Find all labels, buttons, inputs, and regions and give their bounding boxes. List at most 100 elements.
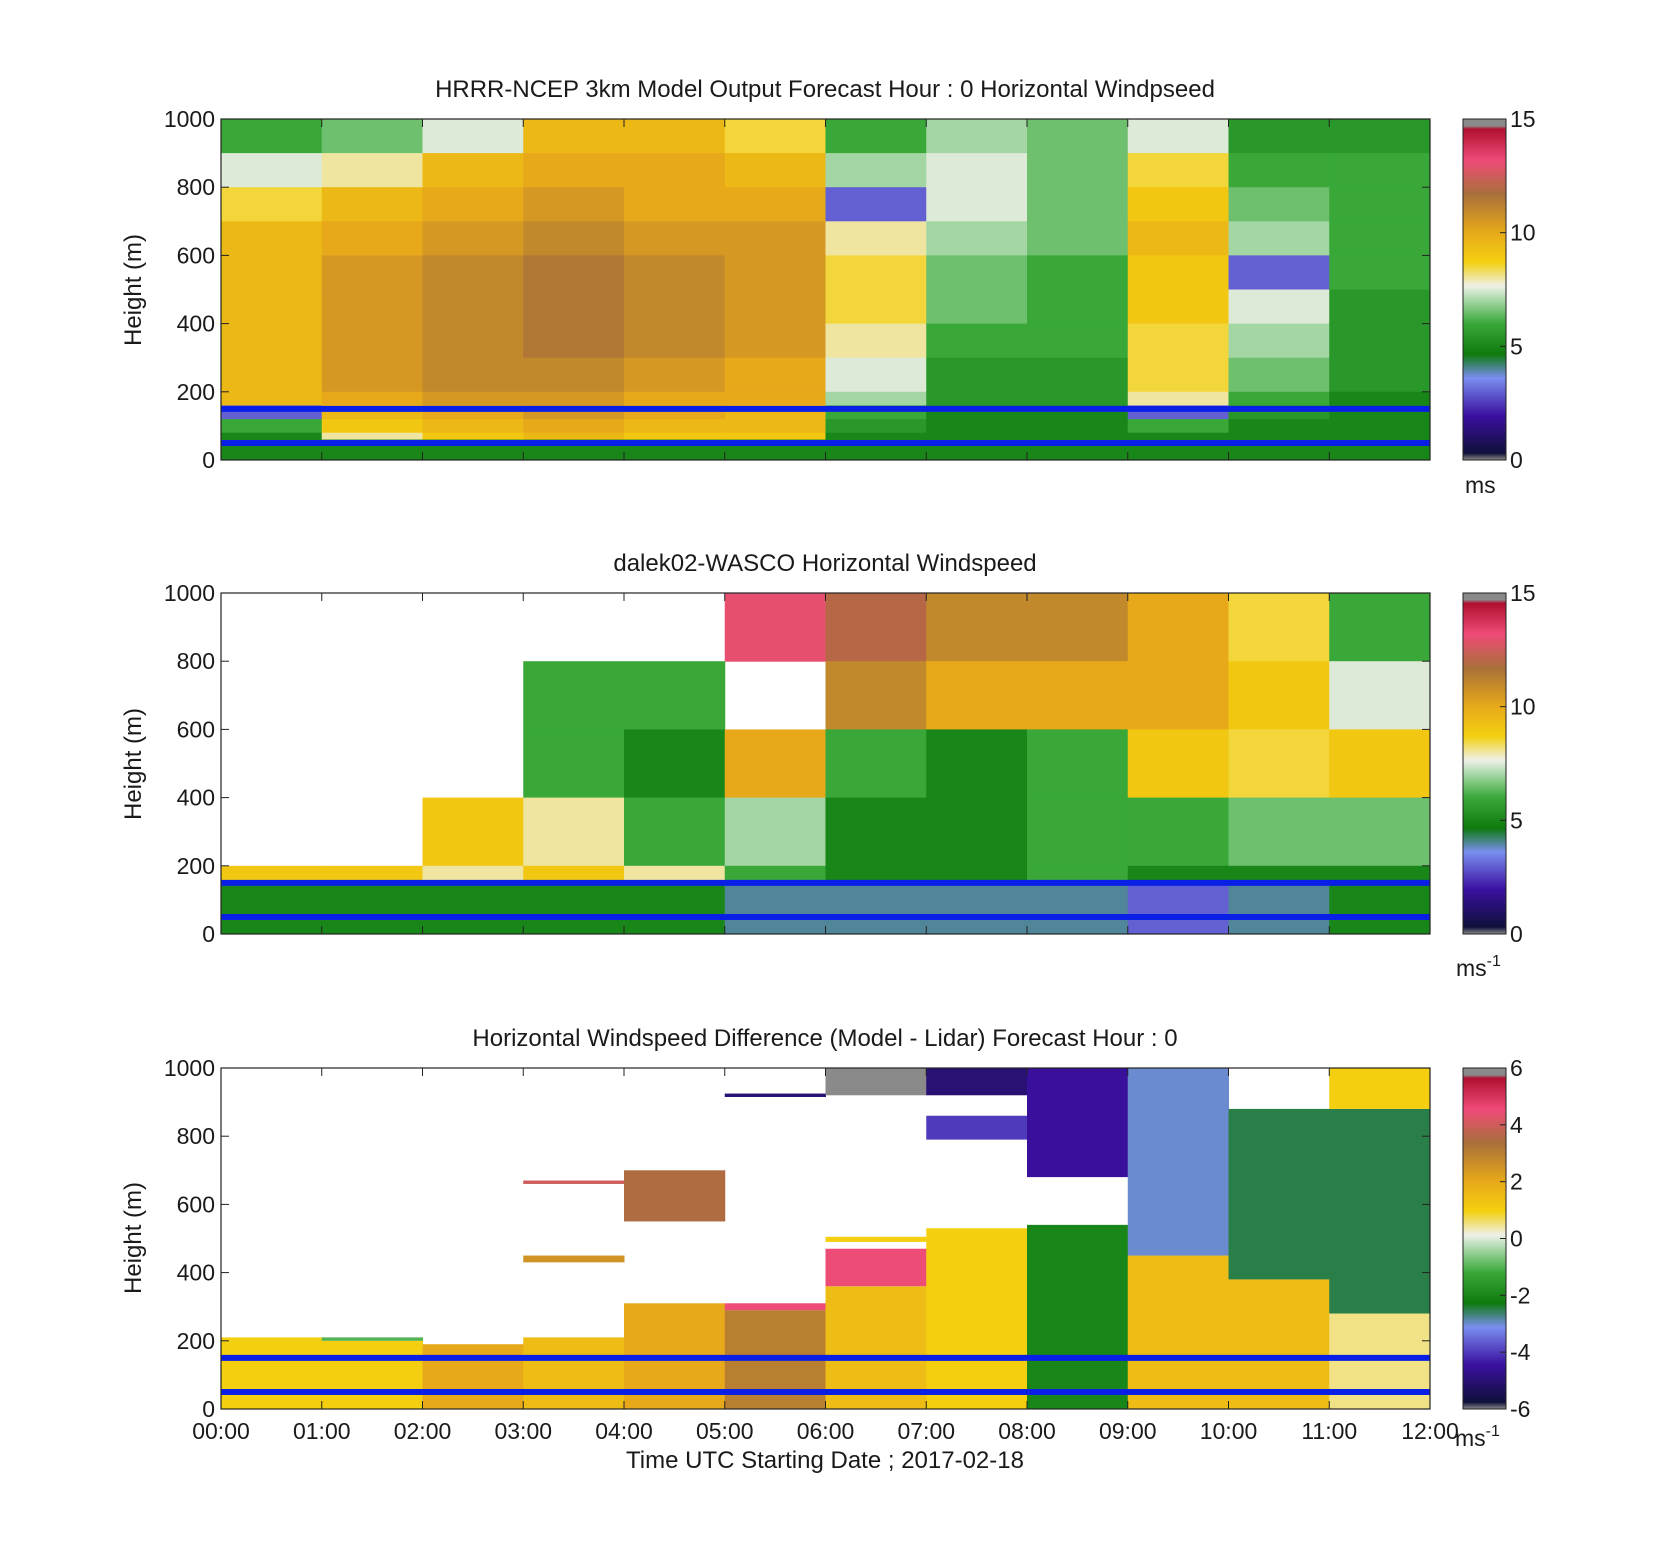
y-tick-label: 400 <box>177 1260 215 1286</box>
heatmap-cell <box>624 446 726 454</box>
heatmap-cell <box>1228 255 1330 290</box>
heatmap-cell <box>724 255 826 290</box>
heatmap-cell <box>825 119 927 154</box>
heatmap-cell <box>523 661 625 730</box>
colorbar-tick-label: 5 <box>1510 807 1523 833</box>
panel-model-colorbar: 0 5 10 15 ms <box>1462 106 1536 498</box>
heatmap-cell <box>422 187 524 222</box>
heatmap-cell <box>1329 882 1430 934</box>
heatmap-cell <box>825 882 927 934</box>
heatmap-cell <box>1127 446 1229 454</box>
heatmap-cell <box>1329 446 1430 454</box>
y-tick-label: 1000 <box>164 1055 215 1081</box>
heatmap-cell <box>1027 391 1129 406</box>
heatmap-cell <box>724 1303 826 1311</box>
heatmap-cell <box>825 357 927 393</box>
heatmap-cell <box>1027 255 1129 290</box>
heatmap-cell <box>1127 153 1229 188</box>
heatmap-cell <box>321 419 423 434</box>
heatmap-cell <box>1329 1108 1430 1314</box>
heatmap-cell <box>825 221 927 256</box>
panel-model: HRRR-NCEP 3km Model Output Forecast Hour… <box>120 76 1536 498</box>
heatmap-cell <box>724 882 826 934</box>
y-tick-label: 200 <box>177 379 215 405</box>
panel-difference-y-ticks: 0 200 400 600 800 1000 <box>164 1055 1430 1422</box>
heatmap-cell <box>523 187 625 222</box>
heatmap-cell <box>523 453 625 460</box>
heatmap-cell <box>221 119 323 154</box>
y-tick-label: 800 <box>177 1123 215 1149</box>
y-tick-label: 600 <box>177 242 215 268</box>
heatmap-cell <box>1228 882 1330 934</box>
heatmap-cell <box>523 221 625 256</box>
heatmap-cell <box>1329 661 1430 730</box>
heatmap-cell <box>1127 797 1229 867</box>
heatmap-cell <box>1228 593 1330 662</box>
heatmap-cell <box>523 119 625 154</box>
heatmap-cell <box>221 153 323 188</box>
heatmap-cell <box>926 119 1028 154</box>
y-tick-label: 1000 <box>164 106 215 132</box>
panel-difference-title: Horizontal Windspeed Difference (Model -… <box>472 1025 1177 1052</box>
y-tick-label: 600 <box>177 1191 215 1217</box>
heatmap-cell <box>1329 453 1430 460</box>
heatmap-cell <box>321 882 423 934</box>
heatmap-cell <box>1027 797 1129 867</box>
heatmap-cell <box>221 289 323 325</box>
y-tick-label: 200 <box>177 1328 215 1354</box>
heatmap-cell <box>825 865 927 884</box>
heatmap-cell <box>422 797 524 867</box>
colorbar-tick-label: -2 <box>1510 1282 1530 1308</box>
heatmap-cell <box>624 357 726 393</box>
heatmap-cell <box>1027 593 1129 662</box>
heatmap-cell <box>523 323 625 359</box>
heatmap-cell <box>523 882 625 934</box>
heatmap-cell <box>321 446 423 454</box>
panel-lidar-colorbar: 0 5 10 15 ms-1 <box>1456 580 1536 981</box>
x-tick-label: 04:00 <box>595 1418 653 1444</box>
heatmap-cell <box>523 1180 625 1184</box>
heatmap-cell <box>1027 882 1129 934</box>
panel-model-x-ticks <box>220 119 1431 460</box>
heatmap-cell <box>624 432 726 441</box>
colorbar-tick-label: 10 <box>1510 694 1536 720</box>
colorbar-tick-label: 5 <box>1510 333 1523 359</box>
heatmap-cell <box>422 453 524 460</box>
heatmap-cell <box>523 153 625 188</box>
colorbar-tick-label: 0 <box>1510 921 1523 947</box>
panel-lidar: dalek02-WASCO Horizontal Windspeed 0 200 4… <box>120 550 1536 981</box>
panel-lidar-x-ticks <box>220 593 1431 934</box>
heatmap-cell <box>724 323 826 359</box>
heatmap-cell <box>1329 153 1430 188</box>
heatmap-cell <box>724 453 826 460</box>
heatmap-cell <box>1329 187 1430 222</box>
heatmap-cell <box>523 357 625 393</box>
heatmap-cell <box>624 419 726 434</box>
colorbar-tick-label: -6 <box>1510 1396 1530 1422</box>
heatmap-cell <box>825 323 927 359</box>
heatmap-cell <box>321 153 423 188</box>
x-tick-label: 00:00 <box>192 1418 250 1444</box>
heatmap-cell <box>624 453 726 460</box>
heatmap-cell <box>422 432 524 441</box>
heatmap-cell <box>825 1068 927 1096</box>
heatmap-cell <box>1329 419 1430 434</box>
heatmap-cell <box>724 1093 826 1097</box>
panel-model-ylabel: Height (m) <box>120 234 147 346</box>
heatmap-cell <box>926 419 1028 434</box>
panel-lidar-cells <box>221 593 1430 934</box>
panel-difference-ylabel: Height (m) <box>120 1182 147 1294</box>
x-tick-label: 08:00 <box>998 1418 1056 1444</box>
panel-lidar-title: dalek02-WASCO Horizontal Windspeed <box>613 550 1036 577</box>
heatmap-cell <box>1228 661 1330 730</box>
x-tick-label: 01:00 <box>293 1418 351 1444</box>
x-tick-label: 03:00 <box>494 1418 552 1444</box>
heatmap-cell <box>1027 661 1129 730</box>
x-tick-label: 07:00 <box>897 1418 955 1444</box>
heatmap-cell <box>422 221 524 256</box>
heatmap-cell <box>1027 865 1129 884</box>
heatmap-cell <box>221 432 323 441</box>
heatmap-cell <box>724 289 826 325</box>
heatmap-cell <box>523 446 625 454</box>
y-tick-label: 400 <box>177 785 215 811</box>
